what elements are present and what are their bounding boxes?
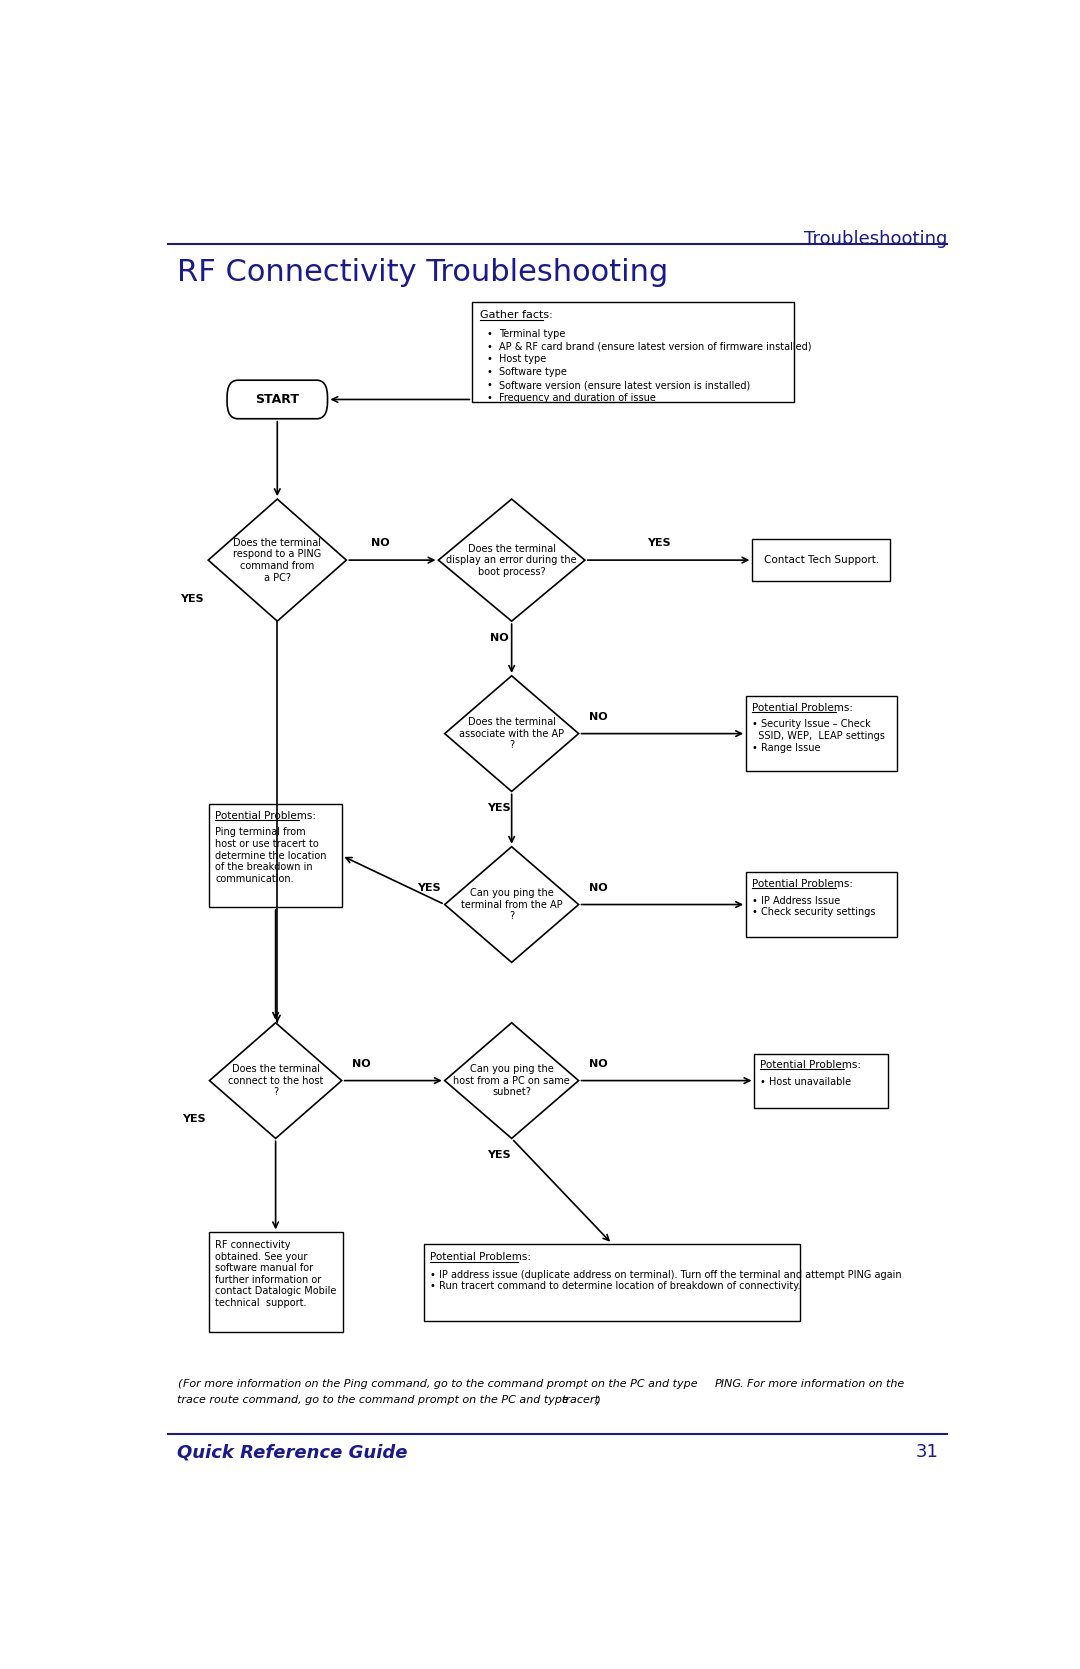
Text: START: START [255,392,299,406]
Bar [746,696,896,771]
Bar [753,539,890,581]
Bar [754,1053,888,1108]
Text: Software version (ensure latest version is installed): Software version (ensure latest version … [499,381,750,391]
Polygon shape [445,846,579,963]
Text: Potential Problems:: Potential Problems: [430,1252,530,1262]
Text: • Security Issue – Check
  SSID, WEP,  LEAP settings
• Range Issue: • Security Issue – Check SSID, WEP, LEAP… [752,719,885,753]
Text: •: • [487,367,492,377]
Text: Can you ping the
terminal from the AP
?: Can you ping the terminal from the AP ? [461,888,563,921]
Text: •: • [487,381,492,391]
Text: Gather facts:: Gather facts: [481,309,553,319]
Text: NO: NO [589,883,607,893]
Text: Does the terminal
display an error during the
boot process?: Does the terminal display an error durin… [446,544,577,577]
Text: Potential Problems:: Potential Problems: [760,1060,861,1070]
Text: NO: NO [490,633,509,643]
Bar [472,302,794,402]
Text: trace route command, go to the command prompt on the PC and type: trace route command, go to the command p… [177,1395,572,1405]
Bar [746,873,896,936]
Text: Does the terminal
associate with the AP
?: Does the terminal associate with the AP … [459,718,564,749]
Text: (: ( [177,1379,181,1389]
Text: Can you ping the
host from a PC on same
subnet?: Can you ping the host from a PC on same … [454,1065,570,1097]
Polygon shape [210,1023,341,1138]
Text: For more information on the Ping command, go to the command prompt on the PC and: For more information on the Ping command… [183,1379,701,1389]
Polygon shape [208,499,347,621]
Text: Does the terminal
respond to a PING
command from
a PC?: Does the terminal respond to a PING comm… [233,537,322,582]
Text: • IP address issue (duplicate address on terminal). Turn off the terminal and at: • IP address issue (duplicate address on… [430,1270,901,1292]
Text: Contact Tech Support.: Contact Tech Support. [764,556,879,566]
Text: Potential Problems:: Potential Problems: [752,880,853,890]
Text: Ping terminal from
host or use tracert to
determine the location
of the breakdow: Ping terminal from host or use tracert t… [215,828,327,885]
Text: YES: YES [181,1115,205,1125]
Bar [210,804,341,906]
Polygon shape [445,676,579,791]
Text: Potential Problems:: Potential Problems: [215,811,316,821]
Text: RF connectivity
obtained. See your
software manual for
further information or
co: RF connectivity obtained. See your softw… [215,1240,336,1308]
Text: Host type: Host type [499,354,545,364]
Text: •: • [487,329,492,339]
Text: Potential Problems:: Potential Problems: [752,703,853,713]
Polygon shape [445,1023,579,1138]
Text: PING: PING [715,1379,742,1389]
Text: tracert: tracert [561,1395,599,1405]
Bar [208,1232,342,1332]
Text: AP & RF card brand (ensure latest version of firmware installed): AP & RF card brand (ensure latest versio… [499,342,811,352]
Text: 31: 31 [916,1444,939,1460]
Text: Troubleshooting: Troubleshooting [804,230,947,247]
Text: NO: NO [589,713,607,723]
Bar [423,1243,800,1320]
Text: Software type: Software type [499,367,567,377]
Text: •: • [487,354,492,364]
Text: Terminal type: Terminal type [499,329,565,339]
Text: NO: NO [589,1058,607,1068]
Text: • Host unavailable: • Host unavailable [760,1077,851,1087]
Text: YES: YES [647,539,671,549]
Text: Does the terminal
connect to the host
?: Does the terminal connect to the host ? [228,1065,323,1097]
Text: Quick Reference Guide: Quick Reference Guide [177,1444,407,1460]
Text: RF Connectivity Troubleshooting: RF Connectivity Troubleshooting [177,259,669,287]
Text: •: • [487,394,492,402]
Text: • IP Address Issue
• Check security settings: • IP Address Issue • Check security sett… [752,896,876,918]
Polygon shape [438,499,585,621]
FancyBboxPatch shape [227,381,327,419]
Text: YES: YES [487,803,511,813]
Text: YES: YES [487,1150,511,1160]
Text: . For more information on the: . For more information on the [740,1379,904,1389]
Text: YES: YES [417,883,441,893]
Text: NO: NO [352,1058,370,1068]
Text: •: • [487,342,492,352]
Text: YES: YES [180,594,204,604]
Text: NO: NO [370,539,389,549]
Text: Frequency and duration of issue: Frequency and duration of issue [499,394,656,402]
Text: .): .) [594,1395,602,1405]
